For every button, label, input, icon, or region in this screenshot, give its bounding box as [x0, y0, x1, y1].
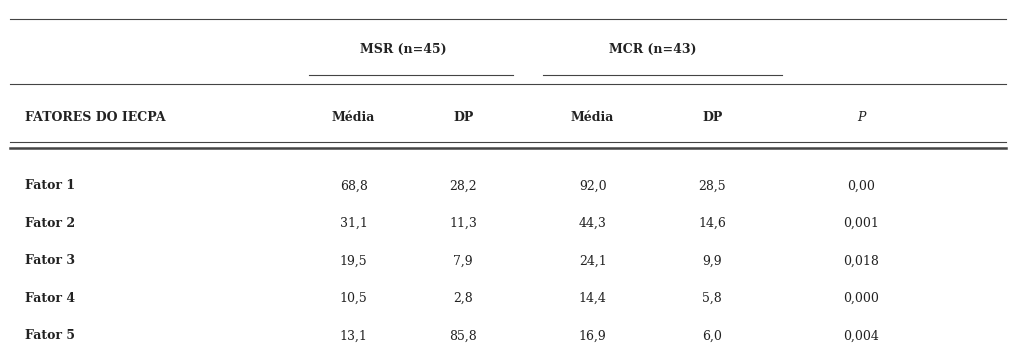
Text: 68,8: 68,8 [339, 180, 368, 192]
Text: 0,004: 0,004 [843, 330, 880, 342]
Text: Fator 5: Fator 5 [25, 330, 75, 342]
Text: 0,018: 0,018 [843, 254, 880, 268]
Text: 85,8: 85,8 [449, 330, 478, 342]
Text: MCR (n=43): MCR (n=43) [609, 43, 696, 56]
Text: 24,1: 24,1 [579, 254, 607, 268]
Text: 11,3: 11,3 [449, 217, 478, 230]
Text: MSR (n=45): MSR (n=45) [360, 43, 447, 56]
Text: 9,9: 9,9 [702, 254, 722, 268]
Text: DP: DP [453, 111, 473, 124]
Text: Média: Média [332, 111, 375, 124]
Text: P: P [858, 111, 866, 124]
Text: 28,2: 28,2 [449, 180, 477, 192]
Text: Média: Média [571, 111, 615, 124]
Text: Fator 3: Fator 3 [25, 254, 75, 268]
Text: Fator 4: Fator 4 [25, 292, 75, 305]
Text: 5,8: 5,8 [702, 292, 722, 305]
Text: Fator 2: Fator 2 [25, 217, 75, 230]
Text: 31,1: 31,1 [339, 217, 368, 230]
Text: 0,000: 0,000 [843, 292, 880, 305]
Text: 14,4: 14,4 [579, 292, 607, 305]
Text: 44,3: 44,3 [579, 217, 607, 230]
Text: 92,0: 92,0 [579, 180, 607, 192]
Text: 6,0: 6,0 [702, 330, 722, 342]
Text: 0,00: 0,00 [847, 180, 876, 192]
Text: 2,8: 2,8 [453, 292, 473, 305]
Text: 7,9: 7,9 [453, 254, 473, 268]
Text: 16,9: 16,9 [579, 330, 607, 342]
Text: 0,001: 0,001 [843, 217, 880, 230]
Text: Fator 1: Fator 1 [25, 180, 75, 192]
Text: 10,5: 10,5 [339, 292, 368, 305]
Text: 14,6: 14,6 [698, 217, 726, 230]
Text: FATORES DO IECPA: FATORES DO IECPA [25, 111, 166, 124]
Text: 13,1: 13,1 [339, 330, 368, 342]
Text: 28,5: 28,5 [698, 180, 725, 192]
Text: DP: DP [702, 111, 722, 124]
Text: 19,5: 19,5 [340, 254, 368, 268]
